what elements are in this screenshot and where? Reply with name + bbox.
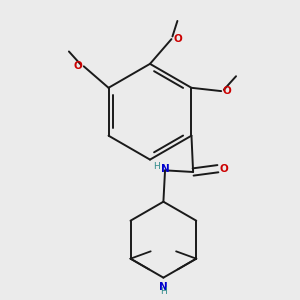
Text: O: O xyxy=(173,34,182,44)
Text: O: O xyxy=(223,86,232,96)
Text: N: N xyxy=(159,282,168,292)
Text: H: H xyxy=(160,287,167,296)
Text: O: O xyxy=(220,164,229,174)
Text: N: N xyxy=(161,164,170,174)
Text: H: H xyxy=(153,162,160,171)
Text: O: O xyxy=(74,61,82,71)
